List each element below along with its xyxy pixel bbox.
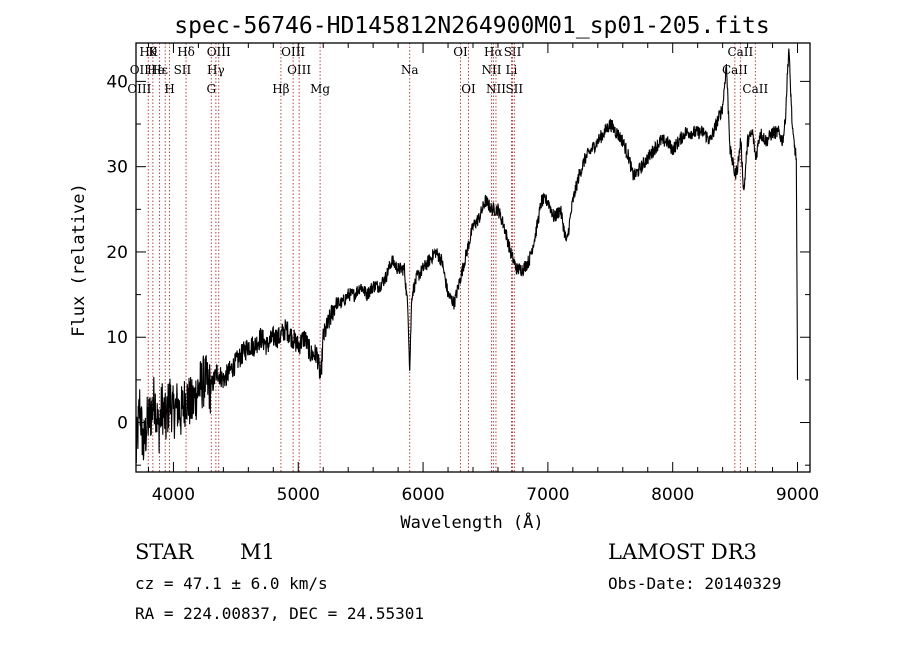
- x-tick-label-0: 4000: [152, 485, 195, 505]
- line-label-12: Mg: [310, 82, 330, 96]
- line-label-9: Hβ: [272, 82, 289, 96]
- axis-ticks: 4000 5000 6000 7000 8000 9000 0 10 20 30 40: [106, 43, 819, 505]
- spectral-lines: HθK Hε H Hδ G Hγ OIII Hβ OIII OIII Mg Na OI OI NII Hα NI…: [127, 43, 768, 472]
- x-tick-label-4: 8000: [651, 485, 694, 505]
- x-tick-label-3: 7000: [526, 485, 569, 505]
- y-tick-label-3: 30: [106, 158, 128, 178]
- object-class: STAR: [135, 540, 194, 564]
- line-label-6: G: [206, 82, 216, 96]
- line-label-1: K: [148, 45, 158, 59]
- line-label-4: H: [164, 82, 174, 96]
- line-label-10: OIII: [281, 45, 305, 59]
- line-label-24: CaII: [742, 82, 768, 96]
- line-label-18: NII: [486, 82, 506, 96]
- line-label-14: OI: [453, 45, 468, 59]
- extra-line-label-1: OIII: [127, 82, 151, 96]
- line-label-2: Hε: [151, 63, 168, 77]
- y-tick-label-4: 40: [106, 72, 128, 92]
- line-label-19: Li: [506, 63, 518, 77]
- plot-frame: [135, 42, 811, 473]
- line-label-20: SII: [504, 45, 522, 59]
- line-label-0: Hθ: [139, 45, 157, 59]
- x-tick-label-2: 6000: [401, 485, 444, 505]
- x-tick-label-5: 9000: [776, 485, 819, 505]
- survey-name: LAMOST DR3: [608, 540, 757, 564]
- extra-line-label-3: SII: [174, 63, 192, 77]
- y-axis-label: Flux (relative): [69, 183, 89, 337]
- extra-line-label-2: He: [147, 63, 165, 77]
- obs-date: Obs-Date: 20140329: [608, 574, 782, 593]
- spectrum-chart: spec-56746-HD145812N264900M01_sp01-205.f…: [69, 13, 819, 533]
- y-tick-label-0: 0: [117, 414, 128, 434]
- line-label-22: CaII: [722, 63, 748, 77]
- line-label-11: OIII: [287, 63, 311, 77]
- object-subclass: M1: [240, 540, 275, 564]
- flux-series-line: [135, 48, 799, 464]
- line-label-15: OI: [461, 82, 476, 96]
- line-label-7: Hγ: [207, 63, 225, 77]
- y-tick-label-1: 10: [106, 328, 128, 348]
- extra-line-label-0: OII: [130, 63, 150, 77]
- chart-title: spec-56746-HD145812N264900M01_sp01-205.f…: [174, 13, 769, 39]
- x-tick-label-1: 5000: [277, 485, 320, 505]
- y-tick-label-2: 20: [106, 243, 128, 263]
- line-label-17: Hα: [484, 45, 503, 59]
- line-label-21: SII: [505, 82, 523, 96]
- line-label-5: Hδ: [177, 45, 195, 59]
- line-label-16: NII: [481, 63, 501, 77]
- coordinates: RA = 224.00837, DEC = 24.55301: [135, 604, 424, 623]
- line-label-8: OIII: [207, 45, 231, 59]
- line-label-23: CaII: [727, 45, 753, 59]
- redshift-readout: cz = 47.1 ± 6.0 km/s: [135, 574, 328, 593]
- x-axis-label: Wavelength (Å): [400, 511, 543, 533]
- line-label-13: Na: [401, 63, 419, 77]
